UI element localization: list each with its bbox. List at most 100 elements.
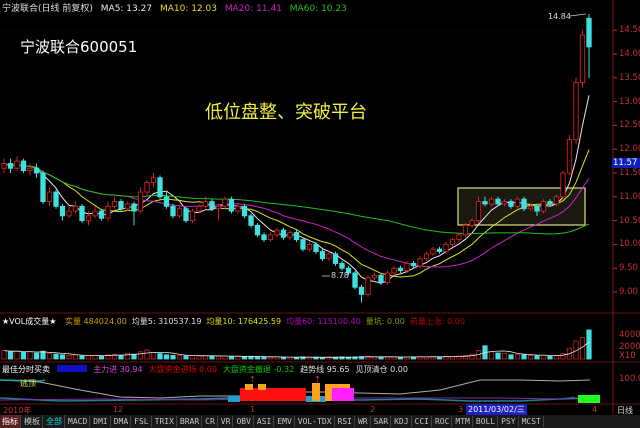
tab-asi[interactable]: ASI xyxy=(255,416,275,427)
candle-body xyxy=(261,234,267,241)
candle-body xyxy=(280,229,287,238)
candle xyxy=(98,208,105,221)
tab-psy[interactable]: PSY xyxy=(499,416,519,427)
tab-vr[interactable]: VR xyxy=(219,416,234,427)
candle-body xyxy=(521,198,527,210)
tab-cr[interactable]: CR xyxy=(203,416,218,427)
candle-body xyxy=(540,201,547,212)
candle xyxy=(527,203,534,212)
volume-bar xyxy=(92,354,98,360)
candle-body xyxy=(241,205,248,217)
candle xyxy=(1,158,7,173)
tab-rsi[interactable]: RSI xyxy=(336,416,355,427)
volume-bar xyxy=(150,351,157,360)
candle xyxy=(287,230,293,240)
volume-bar xyxy=(40,350,46,360)
legend-value: 176425.59 xyxy=(237,317,282,326)
tab-emv[interactable]: EMV xyxy=(275,416,295,427)
candle-body xyxy=(514,198,521,207)
legend-label: 均量10: xyxy=(206,317,236,326)
candle xyxy=(482,196,488,207)
tab-cci[interactable]: CCI xyxy=(413,416,432,427)
candle xyxy=(40,170,46,204)
candle-body xyxy=(274,229,280,236)
tab-全部[interactable]: 全部 xyxy=(44,415,65,428)
indicator-legend: 最佳分时买卖 主力进 30.94 大盘资金进场 0.00 大盘资金撤退 -0.32 趋… xyxy=(2,364,414,375)
tab-obv[interactable]: OBV xyxy=(234,416,254,427)
volume-bar xyxy=(85,355,92,360)
candle-body xyxy=(332,253,339,264)
candle-body xyxy=(417,258,423,267)
tab-mtm[interactable]: MTM xyxy=(453,416,473,427)
chart-caption: 低位盘整、突破平台 xyxy=(205,102,367,123)
candle-body xyxy=(20,160,27,172)
candle xyxy=(391,265,397,276)
candle xyxy=(53,189,59,209)
candle xyxy=(124,201,131,212)
tab-fsl[interactable]: FSL xyxy=(132,416,152,427)
tab-brar[interactable]: BRAR xyxy=(178,416,203,427)
candle-body xyxy=(488,198,495,205)
volume-bar xyxy=(111,353,118,360)
volume-bar xyxy=(124,353,131,360)
tab-macd[interactable]: MACD xyxy=(66,416,91,427)
tab-模板[interactable]: 模板 xyxy=(22,415,43,428)
candle xyxy=(261,232,267,243)
tab-指标[interactable]: 指标 xyxy=(0,415,21,428)
tab-sar[interactable]: SAR xyxy=(372,416,392,427)
legend-label: 主力进 xyxy=(93,365,118,374)
time-label: 3 xyxy=(458,405,464,414)
legend-value: 0.00 xyxy=(390,365,408,374)
tab-roc[interactable]: ROC xyxy=(433,416,453,427)
candle-body xyxy=(124,203,131,210)
period-button[interactable]: 日线 xyxy=(617,406,633,415)
candle xyxy=(306,242,313,252)
candle xyxy=(157,175,163,200)
block xyxy=(258,384,266,390)
candle-body xyxy=(92,210,98,217)
candle-body xyxy=(443,243,449,252)
tab-kdj[interactable]: KDJ xyxy=(392,416,412,427)
high-price-label: 14.84 xyxy=(548,12,571,21)
candle xyxy=(20,158,27,173)
candle-body xyxy=(560,172,566,198)
volume-bar xyxy=(72,354,79,360)
legend-value: 310537.19 xyxy=(158,317,202,326)
tab-trix[interactable]: TRIX xyxy=(153,416,177,427)
chart-header: 宁波联合(日线 前复权) MA5: 13.27 MA10: 12.03 MA20… xyxy=(2,1,352,14)
legend-value: -0.32 xyxy=(273,365,295,374)
candle xyxy=(79,203,85,223)
block xyxy=(228,396,240,402)
candle-body xyxy=(183,208,189,222)
tab-mcst[interactable]: MCST xyxy=(520,416,544,427)
volume-bar xyxy=(144,349,150,360)
tab-dmi[interactable]: DMI xyxy=(91,416,111,427)
indicator-title: 最佳分时买卖 xyxy=(2,365,50,374)
legend-label: 量坑: xyxy=(365,317,385,326)
volume-bar xyxy=(183,355,189,360)
high-arrow-icon xyxy=(569,13,587,17)
candle xyxy=(573,77,579,145)
legend-value: 0.00 xyxy=(199,365,217,374)
volume-bar xyxy=(501,353,508,360)
volume-legend: ★VOL成交量★ 实量 484024.00 均量5: 310537.19 均量10:… xyxy=(2,316,470,327)
price-tick: 12.50 xyxy=(619,120,640,131)
candle-body xyxy=(527,205,534,210)
price-tick: 11.00 xyxy=(619,191,640,202)
volume-bar xyxy=(547,355,553,360)
tab-wr[interactable]: WR xyxy=(356,416,371,427)
candle-body xyxy=(209,201,215,210)
volume-bar xyxy=(319,357,326,360)
candle-body xyxy=(59,205,66,217)
legend-label: 均量5: xyxy=(131,317,156,326)
tab-vol-tdx[interactable]: VOL-TDX xyxy=(296,416,335,427)
tab-dma[interactable]: DMA xyxy=(112,416,132,427)
candle xyxy=(235,203,241,214)
volume-bar xyxy=(534,355,540,360)
candle xyxy=(7,158,14,173)
cyan-line xyxy=(0,379,46,382)
tab-boll[interactable]: BOLL xyxy=(474,416,499,427)
volume-bar xyxy=(397,356,404,360)
candle-body xyxy=(391,267,397,274)
